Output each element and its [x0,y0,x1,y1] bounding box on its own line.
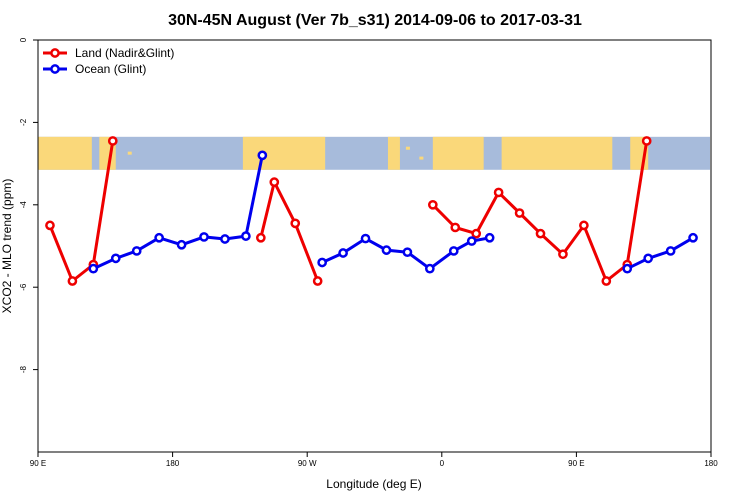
data-point [641,136,652,146]
series-land [45,136,652,286]
y-tick-label: 0 [19,37,28,42]
data-point [535,228,546,239]
series-line [92,155,264,271]
data-point [601,276,612,286]
x-tick-label: 90 W [298,459,317,468]
data-point [448,246,459,256]
land-area [127,151,132,155]
data-point [110,253,121,264]
data-point [176,239,187,250]
data-point [427,199,438,210]
legend: Land (Nadir&Glint) Ocean (Glint) [43,46,174,76]
y-tick-label: -4 [19,201,28,209]
data-point [665,246,676,256]
data-point [154,232,164,243]
data-point [269,177,280,187]
legend-label: Ocean (Glint) [75,62,146,76]
x-tick-label: 90 E [30,459,46,468]
data-point [338,248,348,258]
series-layer [45,136,698,286]
land-area [432,136,484,170]
data-point [199,232,209,242]
data-point [643,253,654,264]
data-point [312,276,323,286]
data-point [424,263,435,274]
data-point [484,232,495,243]
data-point [241,231,251,241]
data-point [471,228,482,239]
data-point [402,247,413,258]
plot-frame [37,39,712,453]
x-tick-label: 0 [440,459,445,468]
data-point [290,218,301,229]
data-point [381,245,392,255]
legend-marker [50,48,60,58]
data-point [67,276,78,286]
x-axis: 90 E 180 90 W 0 90 E 180 [30,452,718,468]
data-point [558,249,568,260]
data-point [514,208,525,218]
data-point [107,136,118,146]
world-map-band [38,136,710,170]
y-tick-label: -2 [19,118,28,126]
x-axis-label: Longitude (deg E) [326,477,421,491]
series-line [626,236,694,271]
y-axis-label: XCO2 - MLO trend (ppm) [0,179,14,314]
data-point [466,236,477,246]
y-axis: 0 -2 -4 -6 -8 [19,37,38,373]
x-tick-label: 90 E [568,459,584,468]
land-area [419,156,424,160]
land-area [242,136,326,170]
y-tick-label: -8 [19,365,28,373]
series-line [48,140,115,283]
x-tick-label: 180 [166,459,180,468]
data-point [45,220,55,231]
data-point [622,263,633,274]
chart-title: 30N-45N August (Ver 7b_s31) 2014-09-06 t… [168,12,582,29]
data-point [360,233,371,244]
data-point [493,187,504,198]
data-point [317,257,328,268]
series-line [259,180,320,282]
data-point [257,150,268,161]
data-point [450,222,461,233]
series-ocean [88,150,698,274]
y-tick-label: -6 [19,283,28,291]
land-area [405,146,410,150]
data-point [255,232,266,243]
data-point [131,246,142,256]
land-area [38,136,92,170]
land-area [449,143,454,147]
data-point [688,232,698,243]
land-area [501,136,613,170]
data-point [88,263,99,274]
legend-label: Land (Nadir&Glint) [75,46,174,60]
x-tick-label: 180 [704,459,718,468]
legend-marker [50,64,60,74]
data-point [220,234,230,244]
land-area [387,136,400,170]
data-point [579,220,589,231]
